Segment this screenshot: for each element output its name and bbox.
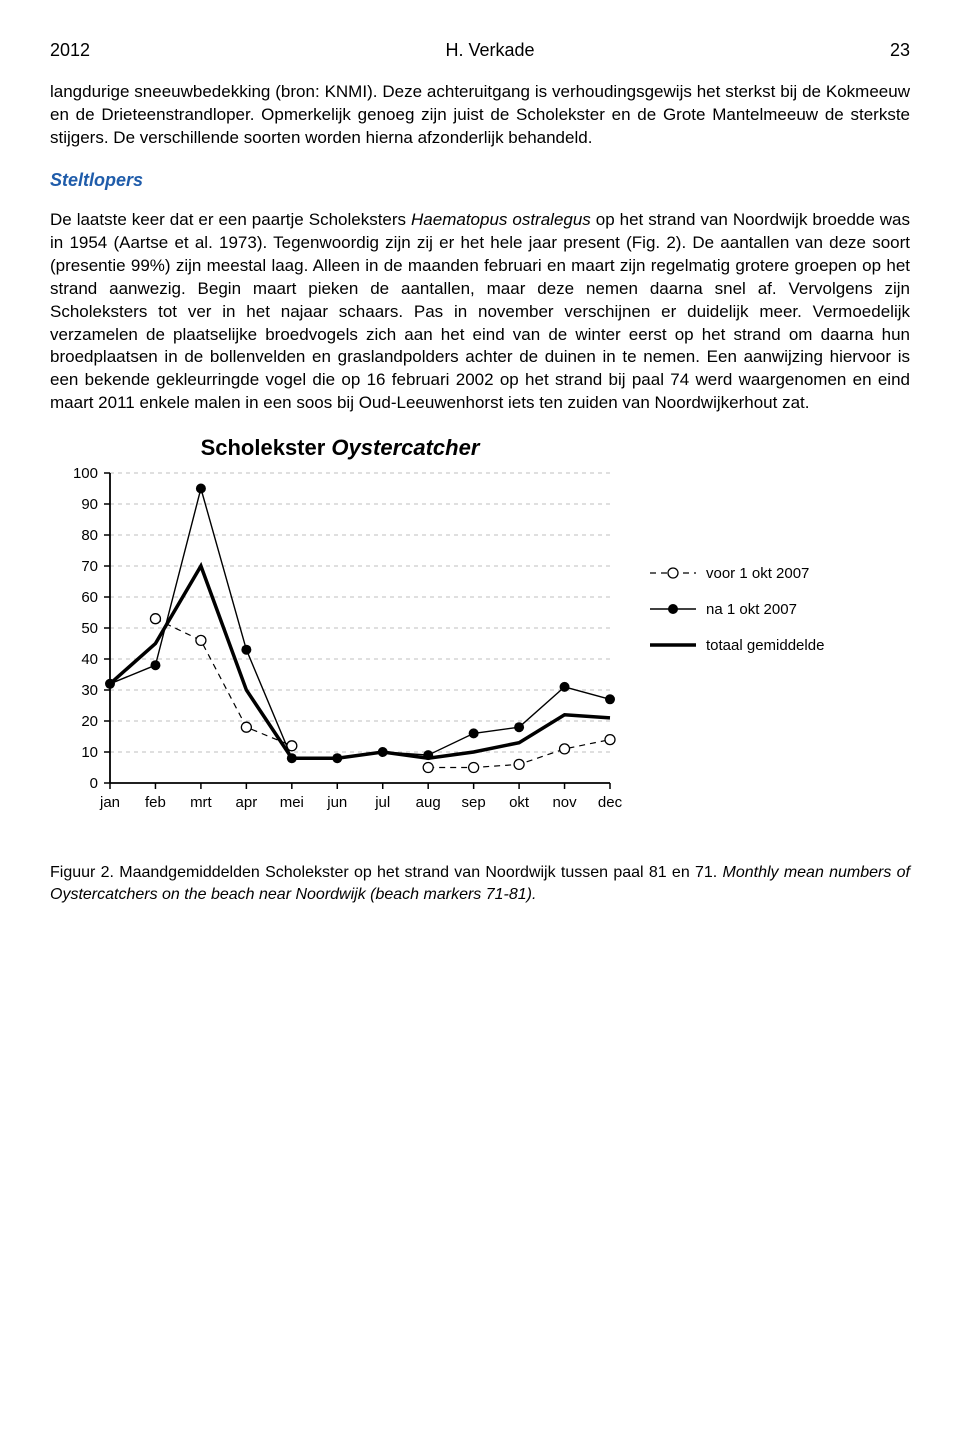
svg-text:okt: okt bbox=[509, 794, 530, 811]
svg-text:sep: sep bbox=[462, 794, 486, 811]
figure-caption: Figuur 2. Maandgemiddelden Scholekster o… bbox=[50, 862, 910, 905]
svg-text:30: 30 bbox=[81, 682, 98, 699]
svg-text:nov: nov bbox=[552, 794, 577, 811]
svg-text:jun: jun bbox=[326, 794, 347, 811]
svg-text:apr: apr bbox=[236, 794, 258, 811]
page-header: 2012 H. Verkade 23 bbox=[50, 40, 910, 61]
svg-text:feb: feb bbox=[145, 794, 166, 811]
svg-text:70: 70 bbox=[81, 558, 98, 575]
svg-text:80: 80 bbox=[81, 527, 98, 544]
svg-text:20: 20 bbox=[81, 713, 98, 730]
caption-dutch: Figuur 2. Maandgemiddelden Scholekster o… bbox=[50, 864, 723, 881]
body-text-a: De laatste keer dat er een paartje Schol… bbox=[50, 210, 411, 229]
svg-text:jan: jan bbox=[99, 794, 120, 811]
svg-text:40: 40 bbox=[81, 651, 98, 668]
svg-text:90: 90 bbox=[81, 496, 98, 513]
svg-text:0: 0 bbox=[90, 775, 98, 792]
svg-text:Scholekster Oystercatcher: Scholekster Oystercatcher bbox=[201, 435, 481, 460]
svg-text:totaal gemiddelde: totaal gemiddelde bbox=[706, 637, 824, 654]
header-author: H. Verkade bbox=[445, 40, 534, 61]
header-page: 23 bbox=[890, 40, 910, 61]
intro-text: langdurige sneeuwbedekking (bron: KNMI).… bbox=[50, 82, 910, 147]
svg-text:10: 10 bbox=[81, 744, 98, 761]
chart-container: Scholekster Oystercatcher 0 10 20 30 40 50 60 70… bbox=[50, 433, 910, 838]
species-latin: Haematopus ostralegus bbox=[411, 210, 591, 229]
svg-text:50: 50 bbox=[81, 620, 98, 637]
section-title: Steltlopers bbox=[50, 170, 910, 191]
body-paragraph: De laatste keer dat er een paartje Schol… bbox=[50, 209, 910, 415]
svg-text:jul: jul bbox=[374, 794, 390, 811]
svg-text:mrt: mrt bbox=[190, 794, 212, 811]
svg-text:voor 1 okt 2007: voor 1 okt 2007 bbox=[706, 565, 809, 582]
svg-text:dec: dec bbox=[598, 794, 623, 811]
body-text-b: op het strand van Noordwijk broedde was … bbox=[50, 210, 910, 413]
svg-text:aug: aug bbox=[416, 794, 441, 811]
scholekster-chart: Scholekster Oystercatcher 0 10 20 30 40 50 60 70… bbox=[50, 433, 910, 833]
header-year: 2012 bbox=[50, 40, 90, 61]
svg-text:na 1 okt 2007: na 1 okt 2007 bbox=[706, 601, 797, 618]
svg-text:100: 100 bbox=[73, 465, 98, 482]
intro-paragraph: langdurige sneeuwbedekking (bron: KNMI).… bbox=[50, 81, 910, 150]
svg-text:60: 60 bbox=[81, 589, 98, 606]
svg-text:mei: mei bbox=[280, 794, 304, 811]
